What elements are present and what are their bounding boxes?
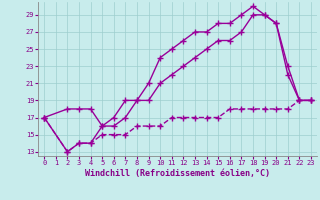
- X-axis label: Windchill (Refroidissement éolien,°C): Windchill (Refroidissement éolien,°C): [85, 169, 270, 178]
